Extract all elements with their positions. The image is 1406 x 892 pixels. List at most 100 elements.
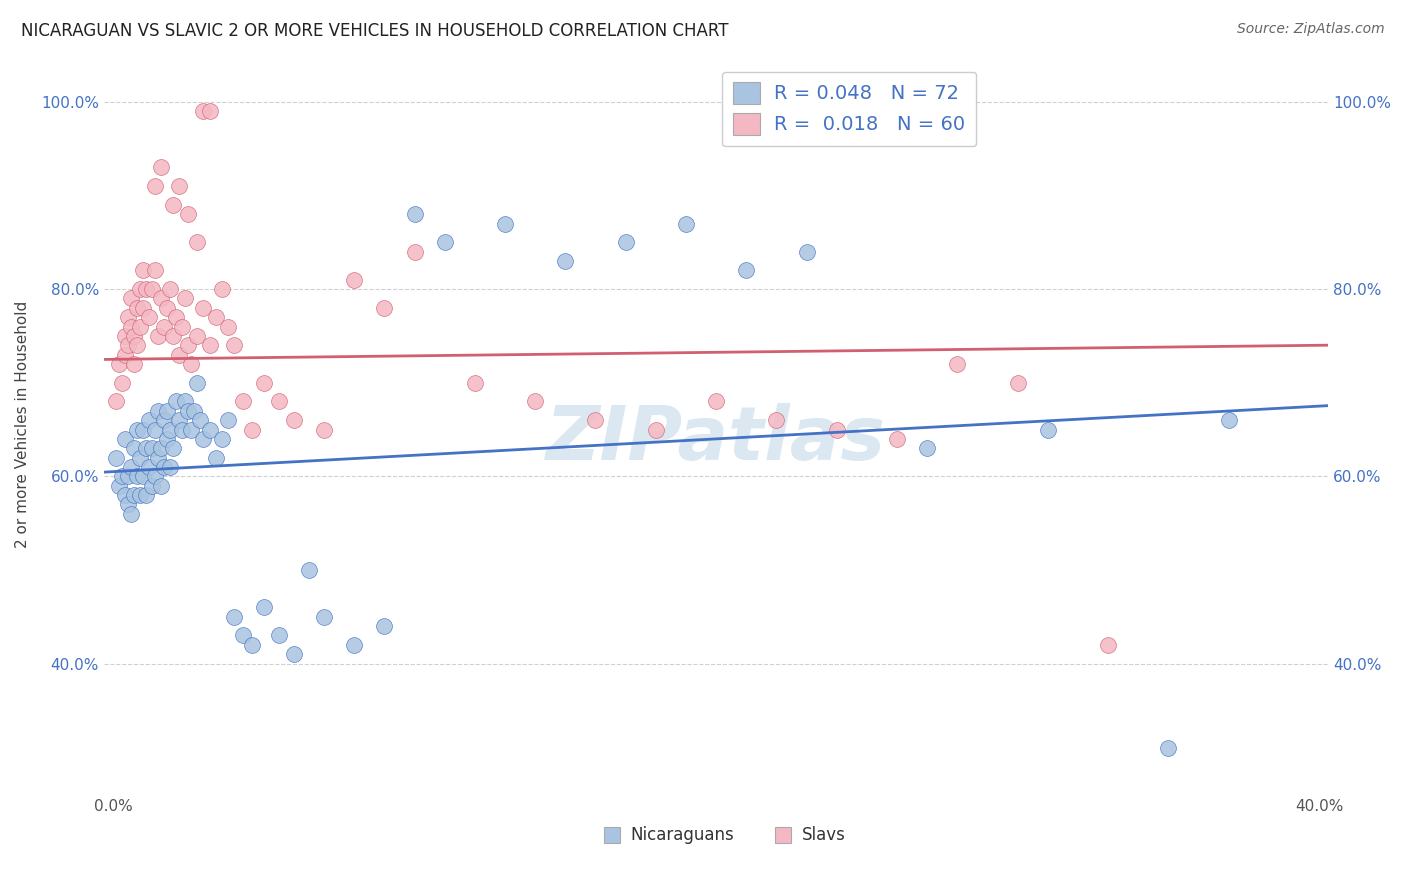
Point xyxy=(169,413,191,427)
Point xyxy=(120,319,142,334)
Point xyxy=(150,478,173,492)
Point xyxy=(165,310,187,325)
Point xyxy=(915,442,938,456)
Point xyxy=(232,394,254,409)
Point xyxy=(204,450,226,465)
Point xyxy=(150,161,173,175)
Point xyxy=(105,450,128,465)
Point xyxy=(343,273,366,287)
Text: Slavs: Slavs xyxy=(801,826,845,844)
Point xyxy=(135,488,157,502)
Point xyxy=(127,423,149,437)
Point xyxy=(159,423,181,437)
Point xyxy=(105,394,128,409)
Point xyxy=(343,638,366,652)
Point xyxy=(117,338,139,352)
Point xyxy=(614,235,637,250)
Point xyxy=(298,563,321,577)
Point xyxy=(177,207,200,221)
Point xyxy=(253,600,276,615)
Point xyxy=(148,404,170,418)
Point xyxy=(180,423,202,437)
Point xyxy=(1036,423,1059,437)
Point xyxy=(193,104,215,119)
Point xyxy=(404,207,426,221)
Point xyxy=(211,432,233,446)
Point xyxy=(148,450,170,465)
Point xyxy=(129,488,152,502)
Point xyxy=(141,442,163,456)
Point xyxy=(120,292,142,306)
Point xyxy=(135,442,157,456)
Point xyxy=(825,423,848,437)
Point xyxy=(114,348,136,362)
Point xyxy=(122,357,145,371)
Point xyxy=(108,478,131,492)
Point xyxy=(111,376,134,390)
Text: Source: ZipAtlas.com: Source: ZipAtlas.com xyxy=(1237,22,1385,37)
Point xyxy=(554,254,576,268)
Point xyxy=(267,628,290,642)
Point xyxy=(162,198,184,212)
Text: ZIPatlas: ZIPatlas xyxy=(546,403,886,476)
Point xyxy=(127,469,149,483)
Y-axis label: 2 or more Vehicles in Household: 2 or more Vehicles in Household xyxy=(15,301,30,549)
Point xyxy=(108,357,131,371)
Point xyxy=(129,282,152,296)
Point xyxy=(211,282,233,296)
Point xyxy=(186,235,208,250)
Point xyxy=(156,301,179,315)
Point xyxy=(132,301,155,315)
Point xyxy=(433,235,456,250)
Point xyxy=(765,413,787,427)
Point xyxy=(129,319,152,334)
Point xyxy=(240,638,263,652)
Point xyxy=(312,423,335,437)
Point xyxy=(156,432,179,446)
Point xyxy=(153,319,176,334)
Point xyxy=(198,338,221,352)
Point xyxy=(373,301,395,315)
Point xyxy=(186,376,208,390)
Point xyxy=(177,404,200,418)
Point xyxy=(141,478,163,492)
Point xyxy=(122,488,145,502)
Point xyxy=(169,348,191,362)
Point xyxy=(138,310,160,325)
Point xyxy=(143,263,166,277)
Point xyxy=(222,609,245,624)
Point xyxy=(114,432,136,446)
Point xyxy=(138,459,160,474)
Point xyxy=(464,376,486,390)
Point xyxy=(735,263,758,277)
Point xyxy=(796,244,818,259)
Point xyxy=(283,647,305,661)
Point xyxy=(204,310,226,325)
Point xyxy=(114,488,136,502)
Point xyxy=(114,329,136,343)
Point xyxy=(232,628,254,642)
Point xyxy=(150,292,173,306)
Point xyxy=(156,404,179,418)
Point xyxy=(122,442,145,456)
Point xyxy=(153,459,176,474)
Point xyxy=(644,423,666,437)
Point xyxy=(494,217,516,231)
Point xyxy=(704,394,727,409)
Point xyxy=(159,459,181,474)
Point xyxy=(117,497,139,511)
Point xyxy=(122,329,145,343)
Point xyxy=(120,459,142,474)
Point xyxy=(111,469,134,483)
Point xyxy=(162,442,184,456)
Point xyxy=(143,469,166,483)
Point xyxy=(132,469,155,483)
Point xyxy=(198,104,221,119)
Point xyxy=(193,432,215,446)
Point xyxy=(240,423,263,437)
Point xyxy=(217,413,239,427)
Point xyxy=(138,413,160,427)
Point xyxy=(172,319,194,334)
Point xyxy=(132,263,155,277)
Point xyxy=(1007,376,1029,390)
